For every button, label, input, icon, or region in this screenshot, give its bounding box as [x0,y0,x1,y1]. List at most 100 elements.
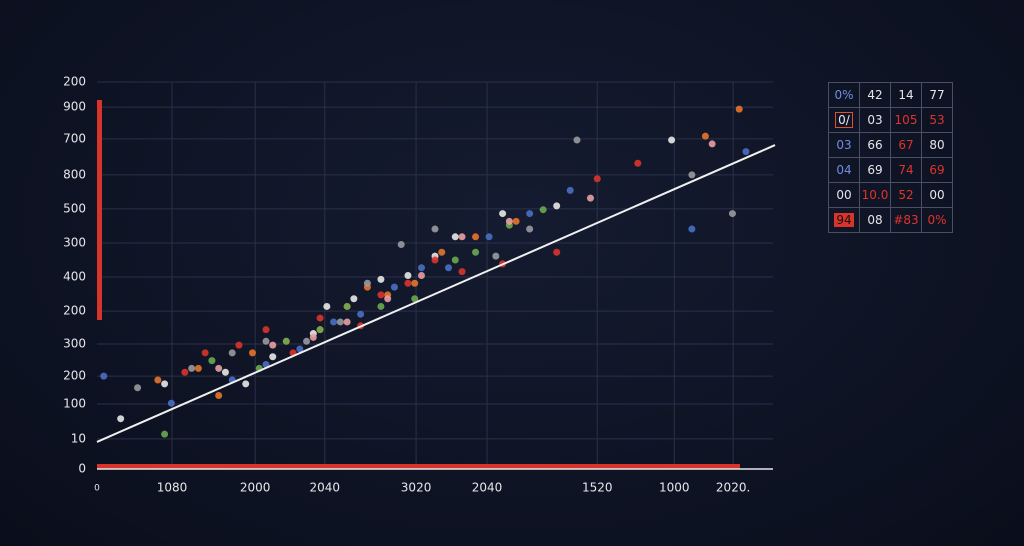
point [377,275,385,283]
y-tick-label: 900 [63,100,86,114]
y-tick-label: 200 [63,369,86,383]
cell: 69 [921,157,953,183]
point [228,349,236,357]
table-row: 94 08 #83 0% [828,207,953,233]
x-tick-label: 2040 [472,481,503,495]
cell: #83 [890,207,922,233]
point [701,132,709,140]
point [458,268,466,276]
point [492,252,500,260]
cell: 67 [890,132,922,158]
x-tick-label: 2000 [240,481,271,495]
point [343,318,351,326]
cell: 00 [828,182,860,208]
cell-text: 94 [834,213,854,227]
point [472,233,480,241]
cell: 10.0 [859,182,891,208]
point [431,256,439,264]
table-row: 04 69 74 69 [828,157,953,183]
cell: 74 [890,157,922,183]
point [586,194,594,202]
point [377,291,385,299]
point [431,225,439,233]
y-tick-label: 200 [63,75,86,89]
point [526,210,534,218]
x-tick-label: 0 [94,484,100,494]
table-row: 00 10.0 52 00 [828,182,953,208]
point [181,368,189,376]
point [208,357,216,365]
point [512,217,520,225]
point [539,206,547,214]
point [221,368,229,376]
point [350,295,358,303]
point [566,186,574,194]
point [485,233,493,241]
point [688,225,696,233]
point [404,272,412,279]
table-row: 0/03 105 53 [828,107,953,133]
x-tick-label: 1080 [157,481,188,495]
point [553,248,561,256]
cell: 105 [890,107,922,133]
y-tick-label: 800 [63,167,86,181]
point [526,225,534,233]
cell: 0% [921,207,953,233]
point [553,202,561,210]
table-row: 0% 42 14 77 [828,82,953,108]
point [303,337,311,345]
point [458,233,466,241]
point [404,279,412,287]
y-tick-label: 200 [63,304,86,318]
trend-line [96,144,776,443]
y-tick-label: 500 [63,201,86,215]
y-tick-label: 300 [63,336,86,350]
y-tick-label: 400 [63,270,86,284]
point [728,210,736,218]
point [390,283,398,291]
cell: 0/ [828,107,860,133]
cell: 14 [890,82,922,108]
cell: 08 [859,207,891,233]
table-row: 03 66 67 80 [828,132,953,158]
point [134,384,142,392]
cell: 04 [828,157,860,183]
point [242,380,250,388]
point [417,272,425,279]
point [417,264,425,272]
point [363,279,371,287]
cell: 03 [828,132,860,158]
point [215,364,223,372]
cell: 42 [859,82,891,108]
y-tick-label: 300 [63,235,86,249]
red-bar [97,464,740,469]
red-bar [97,100,102,320]
point [336,318,344,326]
x-tick-label: 3020 [401,481,432,495]
point [708,140,716,148]
cell: 00 [921,182,953,208]
point [451,233,459,241]
point [161,380,169,388]
data-table: 0% 42 14 77 0/03 105 53 03 66 67 80 04 69 74 69 00 1… [828,82,953,233]
cell-text: 0/ [835,112,853,128]
point [742,148,750,156]
point [154,376,162,384]
point [100,372,108,380]
point [688,171,696,179]
point [445,264,453,272]
point [201,349,209,357]
point [451,256,459,264]
point [634,159,642,167]
point [262,326,270,334]
cell: 77 [921,82,953,108]
y-tick-label: 0 [78,462,86,476]
point [330,318,338,326]
cell: 53 [921,107,953,133]
point [316,326,324,334]
point [269,353,277,361]
point [167,399,175,407]
y-tick-label: 10 [71,431,86,445]
point [296,345,304,353]
